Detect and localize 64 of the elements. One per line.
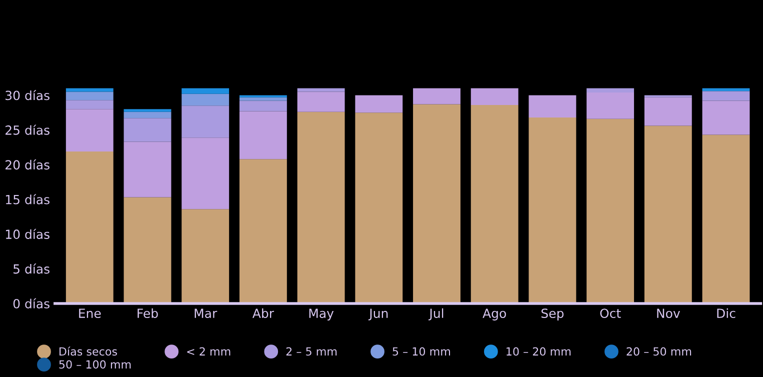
x-tick-label: May [309,308,334,320]
y-tick-label: 30 días [6,90,50,100]
legend-label: 10 – 20 mm [506,347,571,356]
bar [528,117,576,304]
y-tick-label: 20 días [6,159,50,170]
legend-label: 20 – 50 mm [626,347,692,356]
x-tick-label: Jul [428,308,444,320]
bar [470,88,518,105]
x-tick-label: Mar [194,308,218,318]
bar [702,100,750,135]
bar [182,106,230,138]
bar [182,94,230,106]
bar [66,92,114,100]
bar [182,88,230,94]
bar [66,100,114,110]
bar [702,91,750,101]
x-tick-label: Abr [252,308,274,318]
legend-label: 5 – 10 mm [392,347,450,356]
bar [297,112,345,304]
x-tick-label: Jun [368,308,388,320]
bar [644,126,692,304]
bar [586,118,634,304]
bar [586,88,634,92]
legend-label: 50 – 100 mm [59,360,131,369]
bar [182,138,230,210]
y-tick-label: 0 días [13,298,50,308]
bar [470,104,518,304]
bar [239,97,287,101]
x-tick-label: Ene [79,308,101,318]
x-tick-label: Feb [138,308,158,318]
bar [66,88,114,92]
bar [528,95,576,118]
bar [413,104,460,304]
bar [297,88,345,92]
bar [124,112,172,118]
x-tick-label: Dic [717,308,736,318]
bar [124,109,172,112]
bar [124,197,172,304]
legend-label: Días secos [60,346,117,356]
bar [586,92,634,119]
bar [124,118,172,142]
bar [355,112,403,304]
bar [702,134,750,304]
bar [66,109,114,152]
x-tick-label: Ago [482,308,506,320]
x-tick-label: Oct [600,308,621,318]
x-tick-label: Nov [657,308,680,318]
bar [239,159,287,304]
bar [239,100,287,112]
bar [355,95,403,113]
y-tick-label: 15 días [6,194,50,204]
y-tick-label: 10 días [6,228,50,239]
bar [182,209,230,304]
bar [239,111,287,160]
bar [124,142,172,198]
legend-label: 2 – 5 mm [286,347,337,356]
bar [644,97,692,126]
bar [66,151,114,304]
legend-label: < 2 mm [187,347,230,356]
y-tick-label: 5 días [14,264,50,274]
bar [297,92,345,112]
bar [413,88,460,104]
y-tick-label: 25 días [6,124,50,135]
x-tick-label: Sep [541,308,564,320]
